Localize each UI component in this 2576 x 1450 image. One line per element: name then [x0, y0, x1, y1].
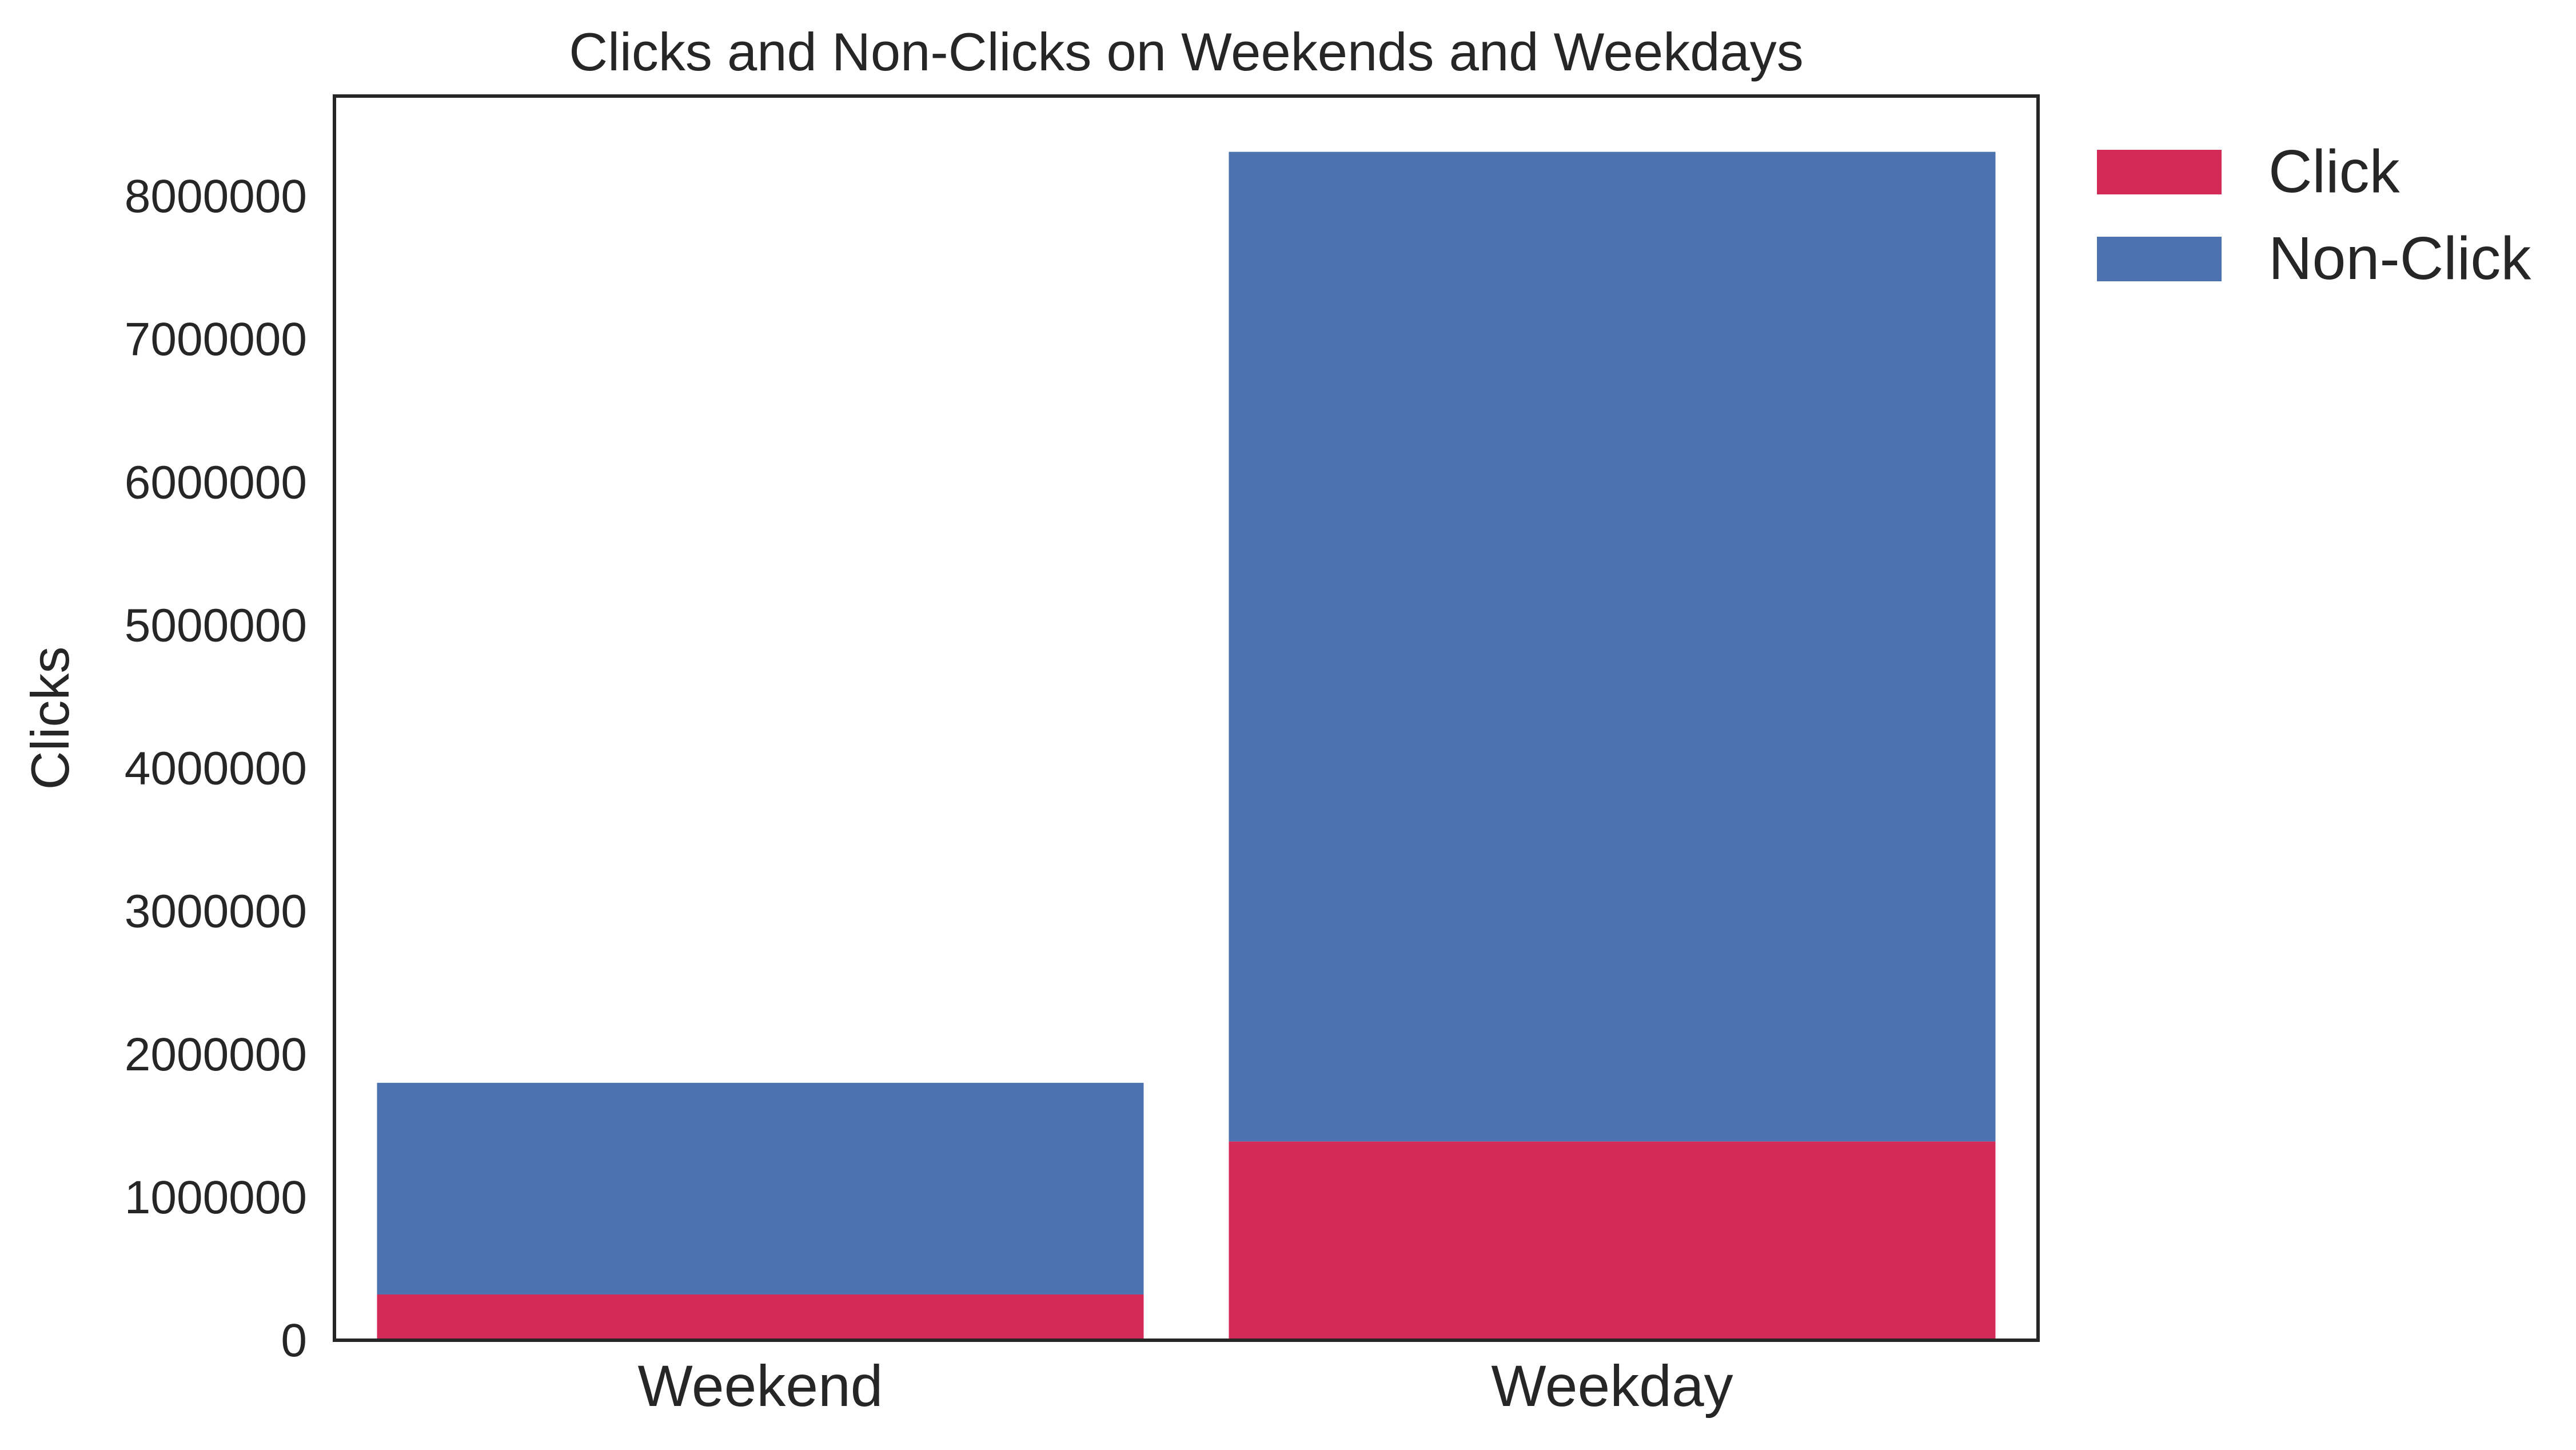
y-axis-label: Clicks — [20, 647, 80, 790]
y-tick-label: 4000000 — [125, 743, 307, 795]
y-tick-label: 5000000 — [125, 599, 307, 651]
bar-non-click-weekday — [1229, 152, 1996, 1142]
legend-swatch — [2097, 150, 2222, 194]
y-tick-label: 6000000 — [125, 456, 307, 508]
x-tick-label: Weekday — [1491, 1353, 1733, 1419]
y-tick-label: 0 — [281, 1314, 307, 1367]
y-tick-label: 8000000 — [125, 170, 307, 222]
chart-title: Clicks and Non-Clicks on Weekends and We… — [569, 22, 1804, 82]
plot-frame — [333, 94, 2040, 1342]
legend-swatch — [2097, 237, 2222, 281]
bars-group — [377, 152, 1996, 1340]
y-tick-label: 2000000 — [125, 1029, 307, 1081]
bar-click-weekend — [377, 1294, 1144, 1340]
y-tick-label: 3000000 — [125, 886, 307, 938]
legend-label: Click — [2268, 138, 2400, 205]
y-tick-label: 1000000 — [125, 1172, 307, 1224]
bar-click-weekday — [1229, 1141, 1996, 1340]
legend: Click Non-Click — [2097, 138, 2531, 292]
legend-label: Non-Click — [2268, 225, 2531, 292]
x-tick-label: Weekend — [637, 1353, 883, 1419]
y-tick-label: 7000000 — [125, 313, 307, 365]
bar-non-click-weekend — [377, 1082, 1144, 1294]
x-axis-ticks: Weekend Weekday — [637, 1353, 1733, 1419]
y-axis-ticks: 0 1000000 2000000 3000000 4000000 5000000 6000… — [125, 170, 307, 1367]
